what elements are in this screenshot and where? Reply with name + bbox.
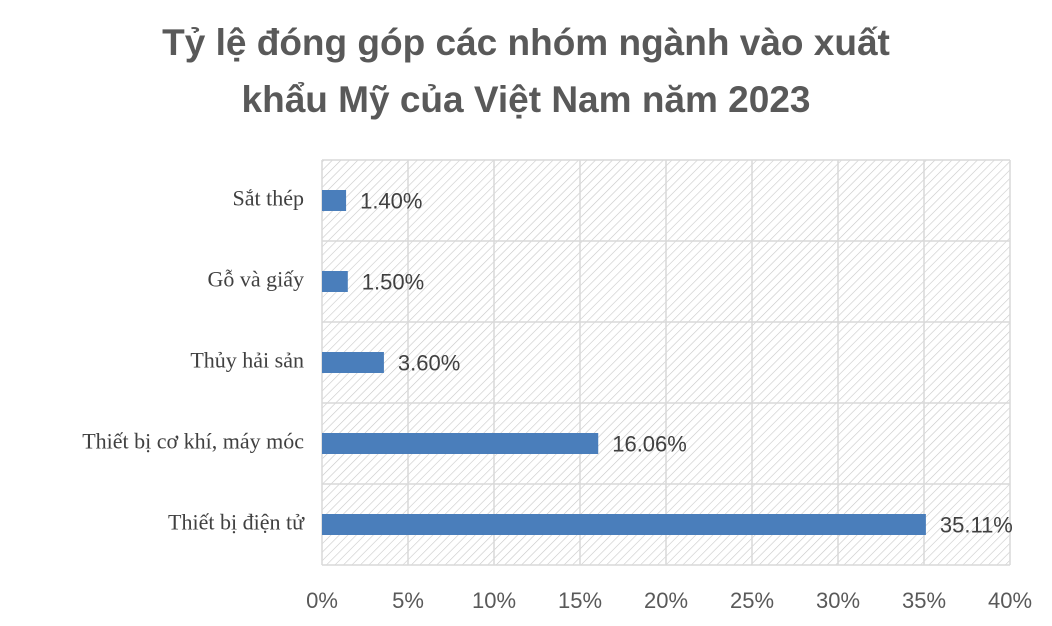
x-tick-label: 20% [644, 588, 688, 613]
value-label: 3.60% [398, 350, 460, 375]
x-tick-label: 25% [730, 588, 774, 613]
x-tick-label: 5% [392, 588, 424, 613]
bar [322, 433, 599, 454]
x-tick-label: 40% [988, 588, 1032, 613]
value-label: 1.50% [362, 269, 424, 294]
value-label: 1.40% [360, 188, 422, 213]
y-tick-label: Thiết bị cơ khí, máy móc [82, 429, 304, 454]
y-tick-label: Gỗ và giấy [207, 267, 304, 292]
value-label: 16.06% [612, 431, 687, 456]
chart-title: Tỷ lệ đóng góp các nhóm ngành vào xuất k… [162, 22, 890, 120]
x-tick-label: 30% [816, 588, 860, 613]
bar [322, 190, 347, 211]
y-tick-label: Thiết bị điện tử [168, 510, 305, 535]
x-tick-label: 10% [472, 588, 516, 613]
x-tick-label: 35% [902, 588, 946, 613]
bar [322, 352, 384, 373]
y-tick-label: Sắt thép [233, 186, 305, 211]
x-tick-label: 15% [558, 588, 602, 613]
x-tick-label: 0% [306, 588, 338, 613]
y-tick-label: Thủy hải sản [190, 348, 304, 373]
bar [322, 514, 926, 535]
bar [322, 271, 348, 292]
value-label: 35.11% [940, 512, 1013, 537]
